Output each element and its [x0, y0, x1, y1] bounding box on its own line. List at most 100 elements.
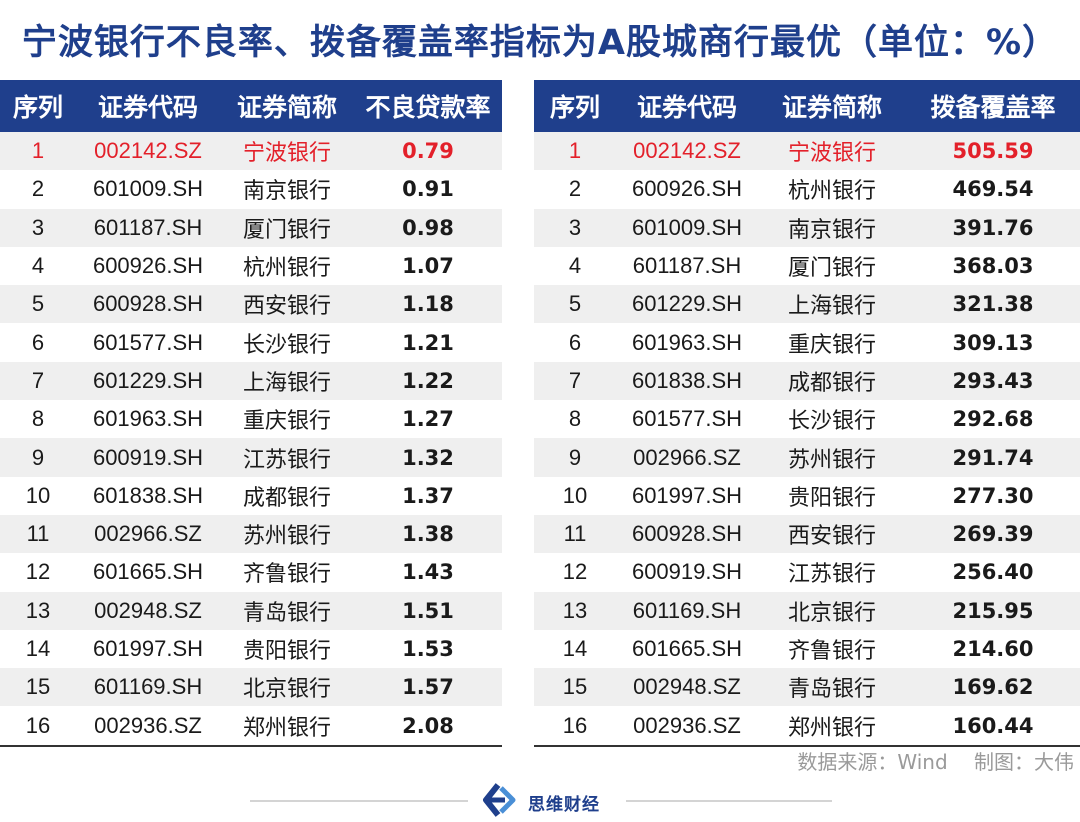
name-cell: 江苏银行 [220, 438, 354, 477]
rank-cell: 6 [534, 323, 616, 362]
value-cell: 368.03 [906, 246, 1080, 286]
table-row: 15 002948.SZ 青岛银行 169.62 [534, 668, 1080, 707]
table-row: 6 601577.SH 长沙银行 1.21 [0, 323, 502, 362]
column-header: 证券代码 [76, 80, 220, 132]
value-cell: 256.40 [906, 553, 1080, 592]
table-row: 11 600928.SH 西安银行 269.39 [534, 514, 1080, 554]
name-cell: 北京银行 [758, 591, 906, 630]
table-header-row: 序列 证券代码 证券简称 拨备覆盖率 [534, 80, 1080, 132]
value-cell: 2.08 [354, 706, 502, 747]
table-row: 2 600926.SH 杭州银行 469.54 [534, 170, 1080, 209]
value-cell: 215.95 [906, 591, 1080, 630]
rank-cell: 10 [534, 476, 616, 515]
name-cell: 厦门银行 [220, 208, 354, 247]
rank-cell: 7 [0, 361, 76, 401]
rank-cell: 13 [534, 591, 616, 630]
name-cell: 成都银行 [220, 476, 354, 515]
column-header: 证券简称 [220, 80, 354, 132]
name-cell: 齐鲁银行 [758, 629, 906, 669]
footer-divider-left [250, 800, 468, 802]
code-cell: 601997.SH [76, 629, 220, 669]
value-cell: 1.51 [354, 591, 502, 630]
table-row: 9 600919.SH 江苏银行 1.32 [0, 438, 502, 477]
rank-cell: 12 [0, 553, 76, 592]
name-cell: 青岛银行 [758, 668, 906, 707]
code-cell: 601577.SH [616, 400, 758, 439]
code-cell: 002966.SZ [616, 438, 758, 477]
footer-divider-right [626, 800, 832, 802]
name-cell: 贵阳银行 [220, 629, 354, 669]
name-cell: 杭州银行 [220, 246, 354, 286]
value-cell: 293.43 [906, 361, 1080, 401]
value-cell: 469.54 [906, 170, 1080, 209]
name-cell: 西安银行 [220, 285, 354, 324]
rank-cell: 6 [0, 323, 76, 362]
code-cell: 600919.SH [76, 438, 220, 477]
rank-cell: 3 [0, 208, 76, 247]
code-cell: 601229.SH [76, 361, 220, 401]
name-cell: 郑州银行 [220, 706, 354, 747]
value-cell: 1.22 [354, 361, 502, 401]
code-cell: 601577.SH [76, 323, 220, 362]
rank-cell: 14 [534, 629, 616, 669]
rank-cell: 2 [534, 170, 616, 209]
table-row: 14 601665.SH 齐鲁银行 214.60 [534, 629, 1080, 669]
code-cell: 600926.SH [76, 246, 220, 286]
rank-cell: 9 [534, 438, 616, 477]
name-cell: 重庆银行 [220, 400, 354, 439]
rank-cell: 9 [0, 438, 76, 477]
rank-cell: 5 [0, 285, 76, 324]
code-cell: 002966.SZ [76, 514, 220, 554]
name-cell: 宁波银行 [220, 132, 354, 171]
value-cell: 1.37 [354, 476, 502, 515]
name-cell: 齐鲁银行 [220, 553, 354, 592]
value-cell: 0.79 [354, 132, 502, 171]
value-cell: 0.98 [354, 208, 502, 247]
table-row: 3 601187.SH 厦门银行 0.98 [0, 208, 502, 247]
table-row: 13 601169.SH 北京银行 215.95 [534, 591, 1080, 630]
rank-cell: 16 [534, 706, 616, 747]
name-cell: 南京银行 [220, 170, 354, 209]
rank-cell: 5 [534, 285, 616, 324]
table-row: 8 601577.SH 长沙银行 292.68 [534, 400, 1080, 439]
rank-cell: 11 [0, 514, 76, 554]
table-row: 4 600926.SH 杭州银行 1.07 [0, 246, 502, 286]
table-row: 7 601229.SH 上海银行 1.22 [0, 361, 502, 401]
value-cell: 391.76 [906, 208, 1080, 247]
rank-cell: 12 [534, 553, 616, 592]
code-cell: 601997.SH [616, 476, 758, 515]
code-cell: 002948.SZ [616, 668, 758, 707]
rank-cell: 11 [534, 514, 616, 554]
rank-cell: 13 [0, 591, 76, 630]
table-row: 10 601838.SH 成都银行 1.37 [0, 476, 502, 515]
name-cell: 长沙银行 [220, 323, 354, 362]
value-cell: 1.18 [354, 285, 502, 324]
value-cell: 214.60 [906, 629, 1080, 669]
name-cell: 厦门银行 [758, 246, 906, 286]
rank-cell: 2 [0, 170, 76, 209]
table-row: 5 600928.SH 西安银行 1.18 [0, 285, 502, 324]
name-cell: 杭州银行 [758, 170, 906, 209]
code-cell: 002948.SZ [76, 591, 220, 630]
table-row: 11 002966.SZ 苏州银行 1.38 [0, 514, 502, 554]
value-cell: 309.13 [906, 323, 1080, 362]
name-cell: 江苏银行 [758, 553, 906, 592]
value-cell: 292.68 [906, 400, 1080, 439]
name-cell: 贵阳银行 [758, 476, 906, 515]
code-cell: 002936.SZ [76, 706, 220, 747]
value-cell: 277.30 [906, 476, 1080, 515]
name-cell: 苏州银行 [758, 438, 906, 477]
value-cell: 1.53 [354, 629, 502, 669]
table-row: 16 002936.SZ 郑州银行 2.08 [0, 706, 502, 747]
rank-cell: 15 [534, 668, 616, 707]
code-cell: 002936.SZ [616, 706, 758, 747]
value-cell: 291.74 [906, 438, 1080, 477]
code-cell: 601009.SH [76, 170, 220, 209]
name-cell: 上海银行 [758, 285, 906, 324]
table-row: 13 002948.SZ 青岛银行 1.51 [0, 591, 502, 630]
value-cell: 505.59 [906, 132, 1080, 171]
name-cell: 长沙银行 [758, 400, 906, 439]
code-cell: 002142.SZ [76, 132, 220, 171]
code-cell: 601187.SH [616, 246, 758, 286]
name-cell: 青岛银行 [220, 591, 354, 630]
